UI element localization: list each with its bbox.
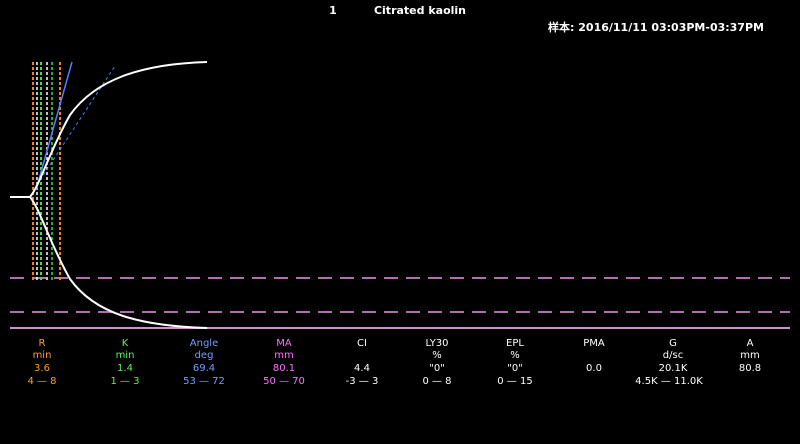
param-value: 1.4: [117, 363, 133, 374]
param-range: 4 — 8: [27, 376, 56, 387]
param-unit: min: [33, 350, 52, 361]
param-unit: deg: [195, 350, 214, 361]
param-unit: %: [432, 350, 442, 361]
param-range: 4.5K — 11.0K: [635, 376, 703, 387]
angle-line: [35, 61, 73, 191]
param-value: 69.4: [193, 363, 215, 374]
param-name: MA: [276, 338, 292, 349]
param-range: 0 — 15: [497, 376, 532, 387]
param-name: PMA: [583, 338, 605, 349]
param-value: 80.1: [273, 363, 295, 374]
param-name: EPL: [506, 338, 524, 349]
trace: [29, 61, 208, 198]
param-range: -3 — 3: [346, 376, 379, 387]
title: Citrated kaolin: [374, 4, 466, 17]
param-range: 53 — 72: [183, 376, 225, 387]
param-unit: min: [116, 350, 135, 361]
param-value: 4.4: [354, 363, 370, 374]
param-unit: mm: [274, 350, 293, 361]
param-unit: %: [510, 350, 520, 361]
tracing: [10, 61, 790, 329]
param-value: 3.6: [34, 363, 50, 374]
param-name: R: [39, 338, 46, 349]
param-value: "0": [429, 363, 445, 374]
param-unit: d/sc: [663, 350, 683, 361]
param-name: G: [669, 338, 677, 349]
param-name: Angle: [190, 338, 218, 349]
param-value: "0": [507, 363, 523, 374]
param-range: 1 — 3: [110, 376, 139, 387]
param-value: 80.8: [739, 363, 761, 374]
param-value: 0.0: [586, 363, 602, 374]
param-value: 20.1K: [659, 363, 688, 374]
angle-line: [39, 65, 116, 181]
param-name: K: [122, 338, 129, 349]
channel: 1: [329, 4, 337, 17]
param-name: A: [747, 338, 754, 349]
param-range: 0 — 8: [422, 376, 451, 387]
param-range: 50 — 70: [263, 376, 305, 387]
param-name: LY30: [425, 338, 448, 349]
trace: [29, 196, 208, 329]
sample-time: 样本: 2016/11/11 03:03PM-03:37PM: [548, 20, 764, 34]
param-name: CI: [357, 338, 367, 349]
param-unit: mm: [740, 350, 759, 361]
